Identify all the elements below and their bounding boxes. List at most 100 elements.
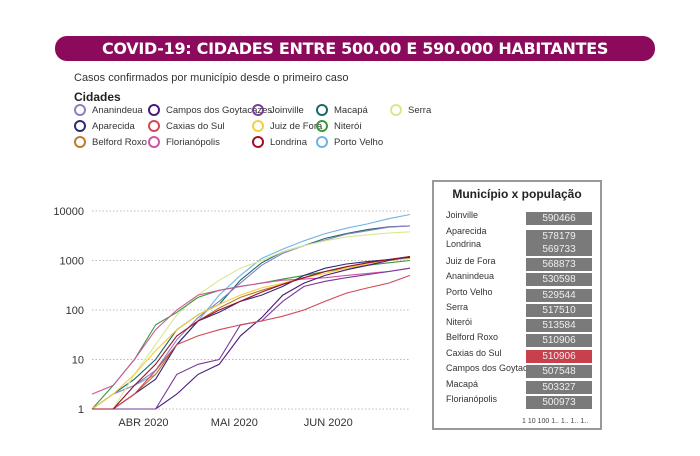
bar[interactable]: 517510: [526, 304, 592, 317]
series-line-aparecida[interactable]: [92, 256, 411, 410]
legend-label: Florianópolis: [166, 136, 220, 148]
legend-item[interactable]: Londrina: [252, 136, 307, 148]
x-tick-label: MAI 2020: [211, 417, 258, 429]
legend-item[interactable]: Juiz de Fora: [252, 120, 322, 132]
legend-label: Aparecida: [92, 120, 135, 132]
bar[interactable]: 590466: [526, 212, 592, 225]
legend-ring-icon: [316, 104, 328, 116]
bar-label: Florianópolis: [446, 394, 498, 404]
bar-label: Juiz de Fora: [446, 256, 496, 266]
legend-item[interactable]: Florianópolis: [148, 136, 220, 148]
bar-row: Porto Velho 529544: [446, 287, 596, 302]
bar[interactable]: 503327: [526, 381, 592, 394]
bar-row: Campos dos Goytacazes 507548: [446, 363, 596, 378]
bar-row: Belford Roxo 510906: [446, 332, 596, 347]
legend-ring-icon: [252, 104, 264, 116]
bar-row: Niterói 513584: [446, 317, 596, 332]
bar-label: Serra: [446, 302, 469, 312]
bar[interactable]: 507548: [526, 365, 592, 378]
x-tick-label: ABR 2020: [118, 417, 168, 429]
series-line-belford-roxo[interactable]: [92, 256, 411, 410]
y-tick-label: 100: [66, 305, 84, 317]
bar-row: Florianópolis 500973: [446, 394, 596, 409]
bar-label: Porto Velho: [446, 287, 493, 297]
legend-title: Cidades: [74, 90, 121, 104]
series-line-florian-polis[interactable]: [91, 267, 411, 395]
legend-ring-icon: [74, 136, 86, 148]
series-line-londrina[interactable]: [92, 256, 411, 410]
bar[interactable]: 578179: [526, 230, 592, 243]
bar-label: Joinville: [446, 210, 479, 220]
bar-row: Macapá 503327: [446, 379, 596, 394]
legend-ring-icon: [252, 120, 264, 132]
legend-item[interactable]: Campos dos Goytacazes: [148, 104, 272, 116]
bar-row: Londrina 569733: [446, 239, 596, 256]
y-tick-label: 1: [78, 404, 84, 416]
bar-row: Caxias do Sul 510906: [446, 348, 596, 363]
bar-row: Ananindeua 530598: [446, 271, 596, 286]
legend-label: Ananindeua: [92, 104, 143, 116]
legend-label: Londrina: [270, 136, 307, 148]
series-line-campos-dos-goytacazes[interactable]: [92, 256, 411, 410]
legend-item[interactable]: Aparecida: [74, 120, 135, 132]
bar[interactable]: 568873: [526, 258, 592, 271]
legend-label: Caxias do Sul: [166, 120, 225, 132]
legend-item[interactable]: Joinville: [252, 104, 304, 116]
legend-ring-icon: [316, 136, 328, 148]
legend-ring-icon: [252, 136, 264, 148]
bar-row: Aparecida 578179: [446, 226, 596, 243]
bar-label: Campos dos Goytacazes: [446, 363, 547, 373]
legend-item[interactable]: Macapá: [316, 104, 368, 116]
series-line-porto-velho[interactable]: [92, 213, 411, 410]
legend-item[interactable]: Ananindeua: [74, 104, 143, 116]
legend-label: Niterói: [334, 120, 362, 132]
series-line-serra[interactable]: [92, 231, 411, 410]
legend-label: Juiz de Fora: [270, 120, 323, 132]
legend-label: Macapá: [334, 104, 368, 116]
bar-label: Niterói: [446, 317, 473, 327]
legend-ring-icon: [148, 120, 160, 132]
population-panel: Município x população Joinville 590466 Apa…: [432, 180, 602, 430]
line-chart: 1 10 100 1000 10000 ABR 2020 MAI 2020 JUN 2020: [53, 206, 411, 429]
bar[interactable]: 510906: [526, 350, 592, 363]
x-tick-label: JUN 2020: [304, 417, 353, 429]
legend-label: Joinville: [270, 104, 304, 116]
bar[interactable]: 569733: [526, 243, 592, 256]
bar-label: Aparecida: [446, 226, 487, 236]
legend-label: Serra: [408, 104, 432, 116]
legend-label: Campos dos Goytacazes: [166, 104, 273, 116]
series-line-niter-i[interactable]: [91, 259, 411, 410]
y-tick-label: 1000: [60, 256, 84, 268]
legend-item[interactable]: Serra: [390, 104, 431, 116]
bar-label: Belford Roxo: [446, 332, 499, 342]
legend-item[interactable]: Porto Velho: [316, 136, 383, 148]
series-line-juiz-de-fora[interactable]: [91, 257, 411, 410]
bar[interactable]: 530598: [526, 273, 592, 286]
chart-subtitle: Casos confirmados por município desde o …: [74, 72, 349, 84]
legend-ring-icon: [390, 104, 402, 116]
legend-item[interactable]: Niterói: [316, 120, 361, 132]
bar-axis-labels: 1 10 100 1.. 1.. 1.. 1..: [522, 418, 589, 425]
legend-item[interactable]: Caxias do Sul: [148, 120, 225, 132]
series-line-caxias-do-sul[interactable]: [92, 274, 411, 410]
bar[interactable]: 529544: [526, 289, 592, 302]
bar-row: Serra 517510: [446, 302, 596, 317]
page-title: COVID-19: CIDADES ENTRE 500.00 E 590.000…: [55, 36, 655, 61]
legend-ring-icon: [74, 104, 86, 116]
bar-row: Joinville 590466: [446, 210, 596, 225]
legend-ring-icon: [148, 104, 160, 116]
legend-label: Belford Roxo: [92, 136, 147, 148]
panel-title: Município x população: [452, 187, 582, 201]
series-line-ananindeua[interactable]: [91, 225, 411, 410]
bar[interactable]: 510906: [526, 334, 592, 347]
legend-item[interactable]: Belford Roxo: [74, 136, 147, 148]
bar-label: Ananindeua: [446, 271, 495, 281]
y-tick-label: 10: [72, 355, 84, 367]
bar[interactable]: 500973: [526, 396, 592, 409]
legend-ring-icon: [316, 120, 328, 132]
legend-ring-icon: [74, 120, 86, 132]
bar-row: Juiz de Fora 568873: [446, 256, 596, 271]
series-line-macap-[interactable]: [91, 225, 411, 410]
bar[interactable]: 513584: [526, 319, 592, 332]
